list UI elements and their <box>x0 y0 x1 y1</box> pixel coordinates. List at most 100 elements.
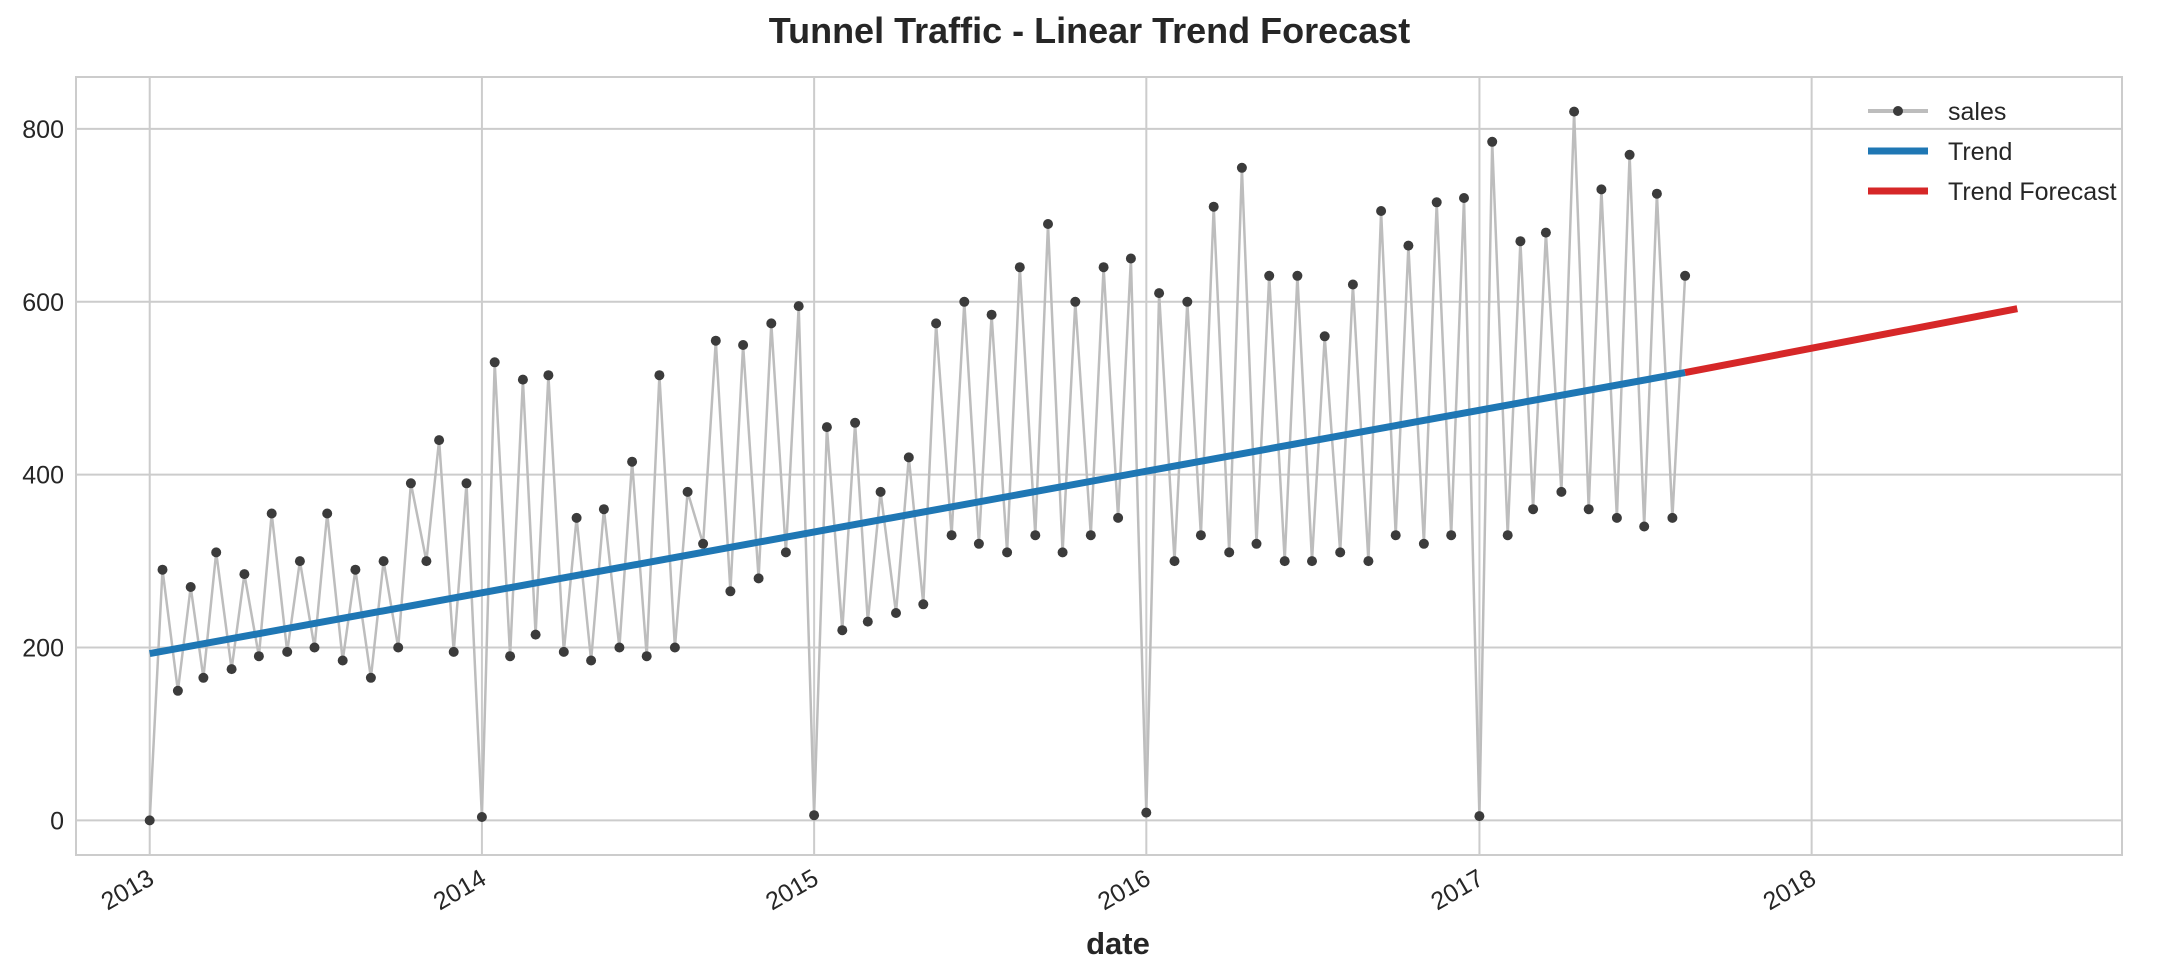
sales-point <box>862 616 873 627</box>
sales-point <box>1014 262 1025 273</box>
sales-point <box>185 582 196 592</box>
sales-point <box>1376 206 1387 216</box>
sales-point <box>891 608 901 618</box>
sales-point <box>505 651 516 662</box>
sales-point <box>211 547 222 558</box>
sales-point <box>421 556 432 567</box>
legend-forecast-label: Trend Forecast <box>1948 178 2117 206</box>
legend-sales-label: sales <box>1948 98 2006 126</box>
x-tick-label: 2017 <box>1426 864 1488 916</box>
sales-point <box>1251 538 1262 549</box>
sales-point <box>1113 512 1124 523</box>
sales-point <box>1208 201 1219 212</box>
sales-point <box>1651 188 1662 199</box>
sales-point <box>1098 262 1109 273</box>
sales-point <box>434 435 445 446</box>
y-tick-label: 0 <box>50 807 64 835</box>
trend-forecast-line <box>1684 305 2018 377</box>
sales-point <box>1154 288 1165 299</box>
sales-point <box>172 685 183 696</box>
legend-trend-label: Trend <box>1948 138 2012 166</box>
sales-point <box>489 357 500 368</box>
sales-point <box>850 417 861 428</box>
sales-point <box>837 625 848 636</box>
sales-point <box>682 486 693 497</box>
sales-point <box>1030 530 1041 541</box>
sales-point <box>809 810 820 821</box>
sales-point <box>1141 807 1152 818</box>
sales-point <box>1624 149 1635 160</box>
series-layer <box>144 106 2018 826</box>
sales-point <box>405 478 416 489</box>
x-axis-title: date <box>1086 926 1150 961</box>
sales-point <box>1195 530 1206 541</box>
sales-point <box>309 642 320 653</box>
sales-point <box>558 646 569 657</box>
sales-point <box>1528 504 1539 515</box>
sales-point <box>875 486 886 497</box>
sales-point <box>1390 530 1401 541</box>
sales-point <box>780 547 791 558</box>
sales-point <box>1569 106 1580 117</box>
sales-point <box>627 456 638 467</box>
sales-point <box>931 318 942 329</box>
sales-point <box>571 512 582 523</box>
sales-point <box>614 642 625 653</box>
sales-point <box>1502 530 1513 541</box>
sales-point <box>698 538 709 549</box>
sales-point <box>1515 236 1526 247</box>
sales-point <box>1418 538 1429 549</box>
sales-point <box>793 301 804 312</box>
plot-area <box>75 76 2123 856</box>
y-tick-label: 600 <box>22 289 64 317</box>
x-tick-label: 2015 <box>761 864 823 916</box>
trend-line <box>149 369 1686 658</box>
sales-point <box>157 564 168 575</box>
sales-point <box>239 569 250 580</box>
sales-point <box>1611 512 1622 523</box>
sales-point <box>350 564 361 575</box>
legend: sales Trend Trend Forecast <box>1868 98 2117 206</box>
sales-point <box>1363 556 1374 567</box>
sales-point <box>738 340 749 350</box>
sales-point <box>1224 547 1235 558</box>
sales-point <box>946 530 957 541</box>
sales-point <box>476 812 487 822</box>
y-tick-label: 800 <box>22 116 64 144</box>
sales-point <box>378 556 389 567</box>
sales-point <box>461 478 472 489</box>
sales-point <box>918 599 929 610</box>
sales-point <box>1182 296 1193 307</box>
sales-point <box>1125 253 1136 264</box>
sales-point <box>710 335 721 346</box>
sales-point <box>1474 811 1485 822</box>
sales-point <box>1169 556 1180 567</box>
sales-point <box>1236 162 1247 173</box>
sales-point <box>725 586 736 597</box>
sales-point <box>753 573 764 584</box>
sales-point <box>903 452 914 463</box>
legend-sales-marker <box>1893 106 1903 116</box>
sales-point <box>543 370 554 381</box>
sales-point <box>1667 512 1678 523</box>
sales-point <box>1307 556 1317 567</box>
sales-point <box>1540 227 1551 238</box>
sales-point <box>365 672 376 683</box>
sales-point <box>144 815 155 826</box>
sales-point <box>598 504 609 515</box>
sales-point <box>959 296 970 307</box>
sales-point <box>448 646 459 657</box>
sales-point <box>986 309 997 320</box>
sales-point <box>530 629 541 640</box>
sales-point <box>1459 193 1469 203</box>
sales-point <box>973 538 984 549</box>
sales-point <box>641 651 652 662</box>
sales-point <box>654 370 665 381</box>
grid-layer <box>76 77 2122 855</box>
chart-title: Tunnel Traffic - Linear Trend Forecast <box>768 10 1411 51</box>
sales-point <box>766 318 777 329</box>
sales-point <box>1431 197 1442 208</box>
sales-point <box>1583 504 1594 515</box>
x-tick-label: 2016 <box>1093 864 1155 916</box>
